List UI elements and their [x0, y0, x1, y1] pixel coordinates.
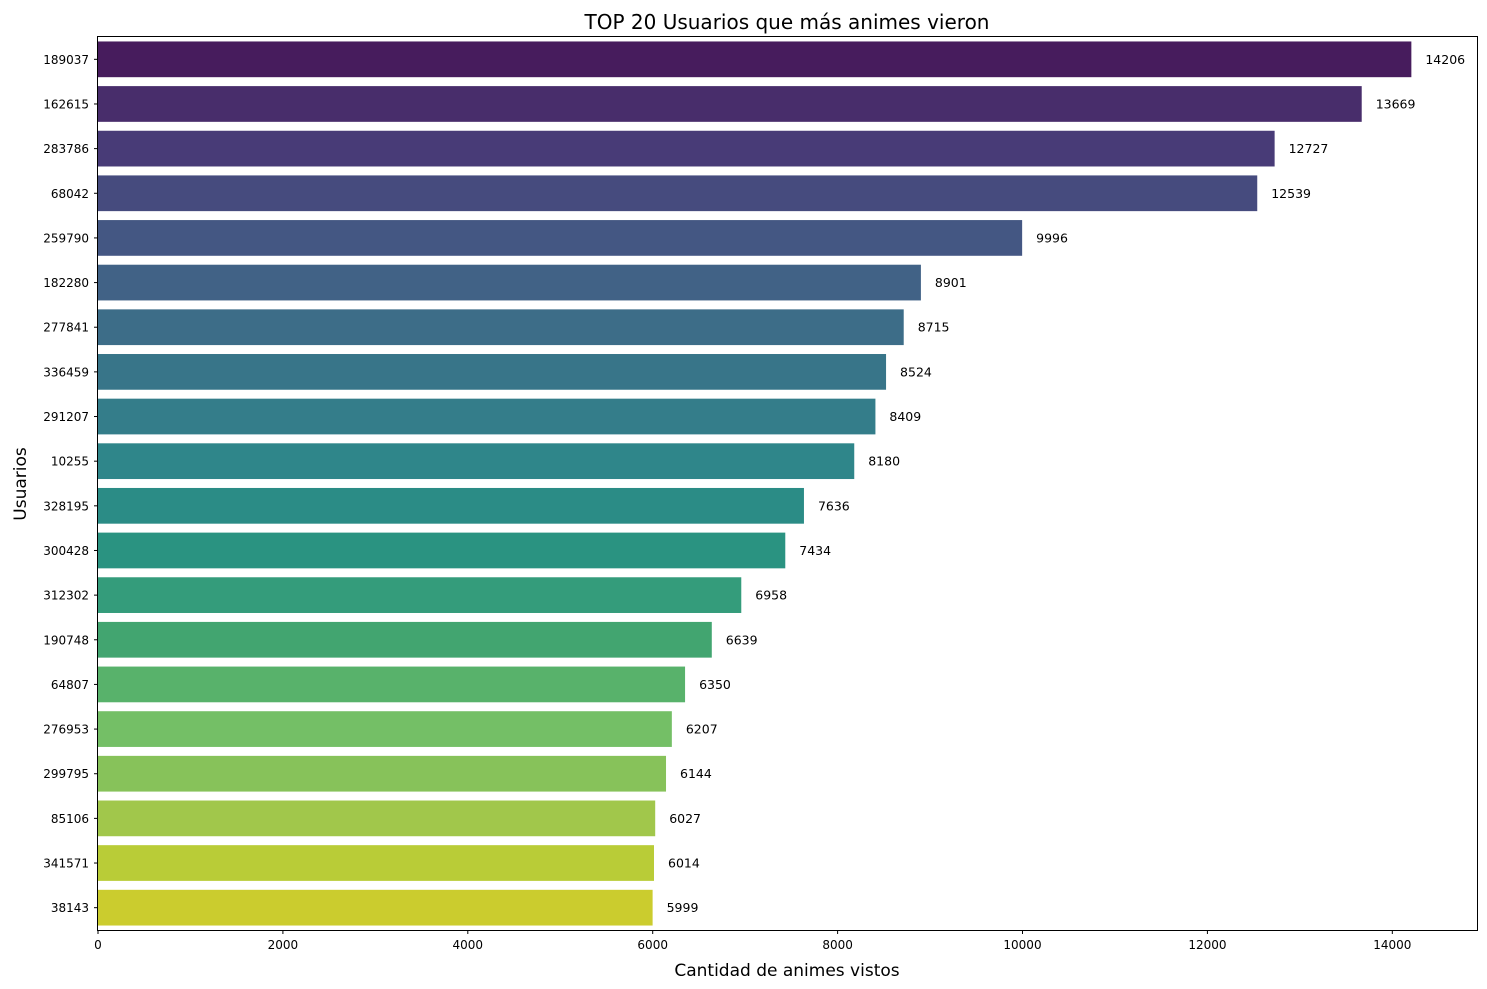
y-tick-label: 85106 [51, 812, 89, 826]
y-tick-label: 341571 [43, 857, 89, 871]
bar-value-label: 13669 [1376, 96, 1416, 111]
y-tick-label: 291207 [43, 410, 89, 424]
bar-value-label: 8409 [889, 409, 921, 424]
value-labels-group: 14206 13669 12727 12539 9996 8901 8715 8524 8409… [667, 52, 1466, 915]
bar [98, 845, 655, 881]
bar-value-label: 8524 [900, 364, 932, 379]
y-tick-label: 300428 [43, 544, 89, 558]
bar [98, 264, 921, 301]
x-axis-ticks: 0 2000 4000 6000 8000 10000 12000 14000 [94, 930, 1411, 952]
y-axis-ticks: 189037 162615 283786 68042 259790 182280 27784… [43, 53, 98, 915]
x-tick-label: 14000 [1373, 938, 1411, 952]
x-tick-label: 0 [94, 938, 102, 952]
bar [98, 800, 656, 837]
bar [98, 175, 1258, 212]
bar-value-label: 6027 [669, 811, 701, 826]
bar-value-label: 12539 [1271, 186, 1311, 201]
x-tick-label: 4000 [453, 938, 484, 952]
bar [98, 41, 1412, 78]
plot-area-frame [97, 36, 1478, 931]
bar [98, 711, 672, 747]
y-tick-label: 190748 [43, 633, 89, 647]
y-tick-label: 276953 [43, 723, 89, 737]
y-tick-label: 68042 [51, 187, 89, 201]
bar [98, 398, 876, 435]
bar [98, 86, 1362, 122]
bars-group [98, 41, 1412, 926]
bar-value-label: 5999 [667, 900, 699, 915]
y-tick-label: 189037 [43, 53, 89, 67]
bar-value-label: 12727 [1289, 141, 1329, 156]
y-tick-label: 299795 [43, 767, 89, 781]
bar [98, 532, 786, 569]
y-tick-label: 283786 [43, 142, 89, 156]
bar-value-label: 6350 [699, 677, 731, 692]
bar-value-label: 6958 [755, 588, 787, 603]
bar-value-label: 14206 [1425, 52, 1465, 67]
bar [98, 577, 742, 613]
y-tick-label: 182280 [43, 276, 89, 290]
bar-value-label: 8901 [935, 275, 967, 290]
x-tick-label: 12000 [1188, 938, 1226, 952]
bar [98, 443, 855, 480]
bar-value-label: 8180 [868, 454, 900, 469]
y-tick-label: 328195 [43, 499, 89, 513]
bar [98, 220, 1023, 256]
x-tick-label: 10000 [1003, 938, 1041, 952]
bar-value-label: 9996 [1036, 230, 1068, 245]
y-tick-label: 162615 [43, 97, 89, 111]
bar-value-label: 7434 [799, 543, 831, 558]
bar-value-label: 6639 [726, 632, 758, 647]
bar-value-label: 7636 [818, 498, 850, 513]
bar-value-label: 8715 [918, 320, 950, 335]
bar [98, 487, 804, 524]
bar [98, 621, 712, 658]
chart-title: TOP 20 Usuarios que más animes vieron [584, 10, 990, 34]
bar [98, 354, 887, 390]
y-tick-label: 38143 [51, 901, 89, 915]
y-tick-label: 64807 [51, 678, 89, 692]
bar-value-label: 6207 [686, 722, 718, 737]
bar-value-label: 6014 [668, 856, 700, 871]
x-axis-label: Cantidad de animes vistos [674, 961, 899, 981]
bar-value-label: 6144 [680, 766, 712, 781]
x-tick-label: 2000 [268, 938, 299, 952]
y-tick-label: 312302 [43, 589, 89, 603]
bar [98, 309, 904, 346]
bar [98, 889, 653, 926]
y-tick-label: 277841 [43, 321, 89, 335]
bar [98, 755, 667, 792]
bar [98, 666, 686, 703]
y-tick-label: 336459 [43, 365, 89, 379]
bar [98, 130, 1275, 167]
x-tick-label: 6000 [637, 938, 668, 952]
y-tick-label: 259790 [43, 231, 89, 245]
x-tick-label: 8000 [822, 938, 853, 952]
y-tick-label: 10255 [51, 455, 89, 469]
y-axis-label: Usuarios [11, 447, 31, 521]
